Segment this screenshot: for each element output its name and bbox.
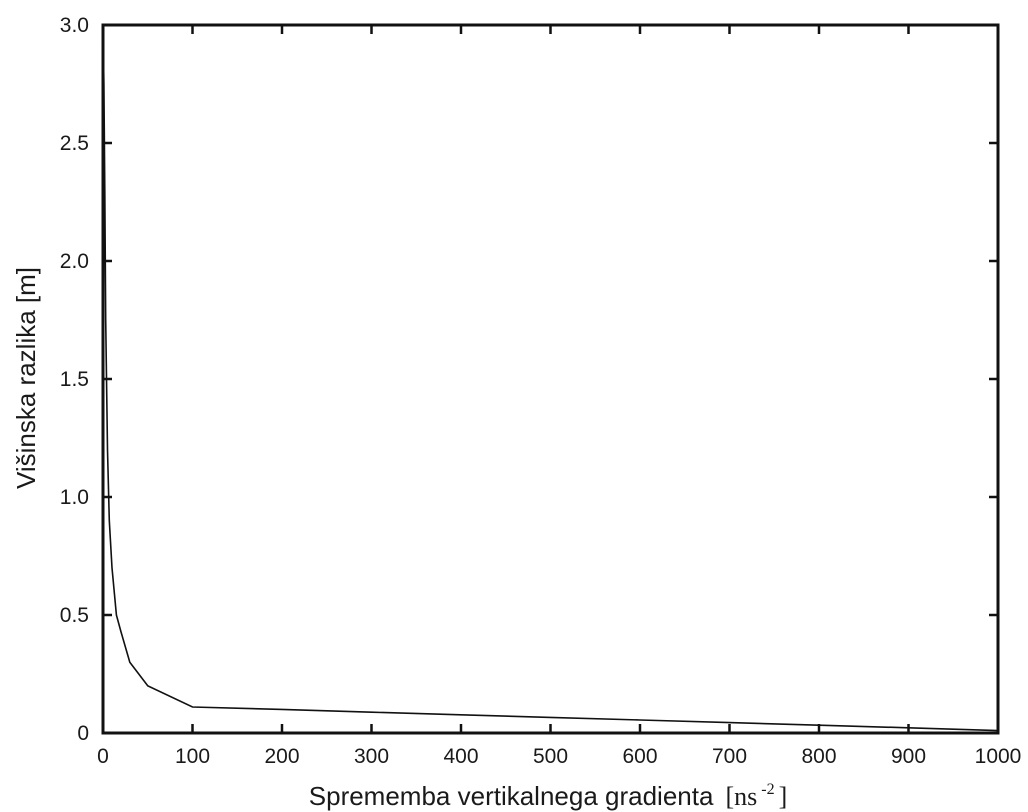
x-axis-label-unit-close: ] xyxy=(779,782,788,811)
x-tick-label: 400 xyxy=(443,745,478,768)
x-axis-label-text: Sprememba vertikalnega gradienta xyxy=(309,781,714,811)
y-axis-label: Višinska razlika [m] xyxy=(11,267,41,489)
y-tick-label: 2.0 xyxy=(60,250,89,273)
y-tick-label: 0.5 xyxy=(60,604,89,627)
x-tick-label: 100 xyxy=(175,745,210,768)
x-tick-label: 0 xyxy=(97,745,109,768)
x-tick-label: 800 xyxy=(801,745,836,768)
y-tick-label: 1.5 xyxy=(60,368,89,391)
series-line xyxy=(102,24,999,732)
x-tick-label: 600 xyxy=(622,745,657,768)
plot-frame xyxy=(101,23,1000,735)
y-tick-label: 3.0 xyxy=(60,14,89,37)
x-axis-label-unit-open: [ns xyxy=(725,782,757,811)
x-tick-label: 900 xyxy=(891,745,926,768)
x-axis-ticks: 0 100 200 300 400 500 600 700 800 900 1000 xyxy=(97,25,1021,768)
x-tick-label: 700 xyxy=(712,745,747,768)
x-tick-label: 200 xyxy=(264,745,299,768)
plot-area xyxy=(101,23,1000,735)
x-axis-label-unit-exponent: -2 xyxy=(761,781,774,798)
y-tick-label: 0 xyxy=(77,722,89,745)
x-tick-label: 300 xyxy=(354,745,389,768)
series-layer xyxy=(102,24,999,732)
x-tick-label: 500 xyxy=(533,745,568,768)
y-tick-label: 1.0 xyxy=(60,486,89,509)
x-axis-label: Sprememba vertikalnega gradienta [ns -2 … xyxy=(309,781,787,811)
y-tick-label: 2.5 xyxy=(60,132,89,155)
y-axis-ticks: 0 0.5 1.0 1.5 2.0 2.5 3.0 xyxy=(60,14,998,745)
x-tick-label: 1000 xyxy=(975,745,1022,768)
